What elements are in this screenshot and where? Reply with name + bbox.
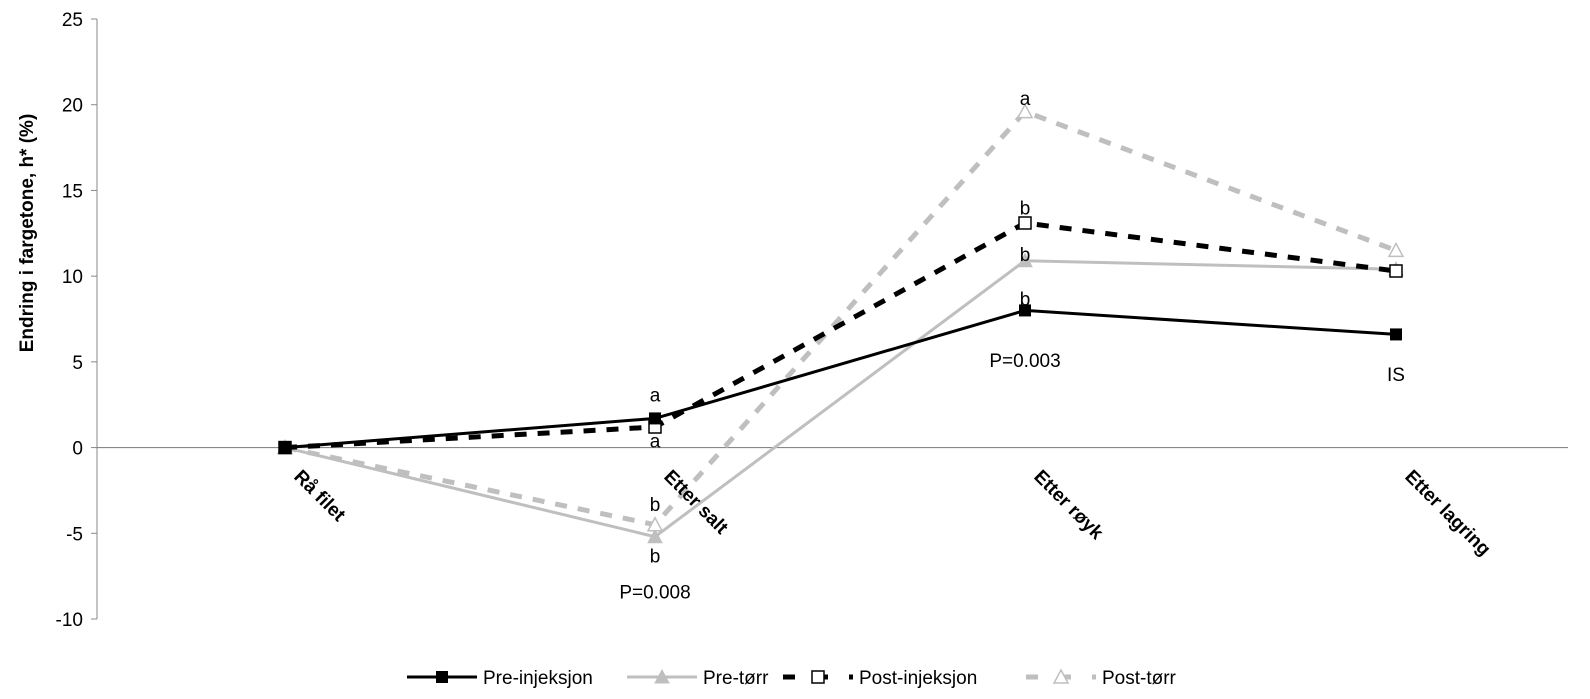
annotation-label: a bbox=[650, 432, 661, 453]
data-markers bbox=[276, 102, 1405, 544]
y-tick-label: 0 bbox=[72, 439, 83, 460]
legend-label: Post-tørr bbox=[1102, 668, 1177, 689]
axes bbox=[91, 18, 1568, 620]
data-point-post-t-rr bbox=[1387, 241, 1405, 258]
data-point-pre-injeksjon bbox=[279, 441, 291, 454]
annotation-label: b bbox=[1020, 199, 1031, 220]
legend-marker bbox=[811, 670, 825, 684]
category-label: Etter røyk bbox=[1029, 466, 1107, 544]
legend-marker bbox=[1052, 668, 1070, 684]
y-axis-label: Endring i fargetone, h* (%) bbox=[17, 114, 38, 353]
data-point-pre-t-rr bbox=[647, 528, 663, 544]
legend-label: Pre-injeksjon bbox=[483, 668, 593, 689]
y-tick-label: 20 bbox=[62, 96, 83, 117]
annotation-label: P=0.003 bbox=[989, 351, 1060, 372]
series-line-post-injeksjon bbox=[284, 220, 1397, 451]
y-tick-label: -10 bbox=[56, 610, 83, 631]
annotation-label: P=0.008 bbox=[619, 583, 690, 604]
annotation-label: b bbox=[1020, 289, 1031, 310]
series-line-pre-t-rr bbox=[284, 259, 1397, 539]
annotation-label: a bbox=[1020, 89, 1031, 110]
legend-label: Pre-tørr bbox=[703, 668, 769, 689]
annotation-label: b bbox=[1020, 245, 1031, 266]
legend-marker bbox=[436, 671, 448, 683]
y-tick-label: 15 bbox=[62, 181, 83, 202]
y-tick-labels: 25 20 15 10 5 0 -5 -10 bbox=[56, 10, 83, 631]
series-line-pre-injeksjon bbox=[284, 308, 1397, 450]
annotation-label: b bbox=[650, 547, 661, 568]
data-point-post-t-rr bbox=[646, 516, 664, 532]
legend-marker bbox=[654, 668, 670, 684]
category-labels: Rå filet Etter salt Etter røyk Etter lagrin… bbox=[289, 466, 1494, 560]
category-label: Rå filet bbox=[289, 466, 349, 526]
data-point-post-injeksjon bbox=[1389, 264, 1403, 278]
y-tick-label: 25 bbox=[62, 10, 83, 31]
legend-label: Post-injeksjon bbox=[859, 668, 977, 689]
data-point-post-injeksjon bbox=[1018, 216, 1032, 230]
data-point-pre-injeksjon bbox=[1019, 304, 1031, 317]
series-lines bbox=[284, 108, 1397, 539]
annotations: a a b b P=0.008 a b b b P=0.003 IS bbox=[619, 89, 1405, 604]
annotation-label: a bbox=[650, 385, 661, 406]
y-tick-label: -5 bbox=[66, 524, 83, 545]
data-point-post-t-rr bbox=[1016, 102, 1034, 119]
legend: Pre-injeksjon Pre-tørr Post-injeksjon Post-… bbox=[407, 668, 1177, 689]
series-line-post-t-rr bbox=[284, 108, 1397, 528]
y-tick-label: 10 bbox=[62, 267, 83, 288]
data-point-pre-injeksjon bbox=[649, 412, 661, 425]
annotation-label: b bbox=[650, 495, 661, 516]
annotation-label: IS bbox=[1387, 365, 1405, 386]
data-point-pre-injeksjon bbox=[1390, 328, 1402, 341]
category-label: Etter lagring bbox=[1400, 466, 1494, 560]
data-point-pre-t-rr bbox=[1017, 252, 1033, 268]
y-tick-label: 5 bbox=[72, 353, 83, 374]
